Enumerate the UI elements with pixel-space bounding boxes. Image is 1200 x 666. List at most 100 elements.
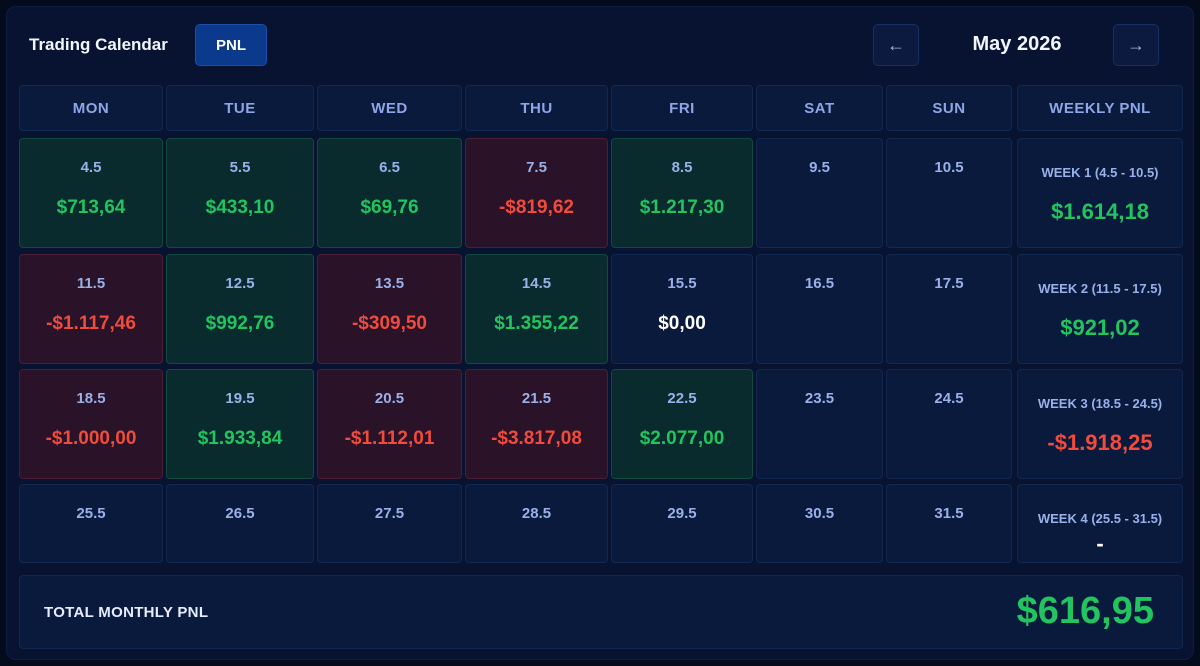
day-date: 21.5 bbox=[521, 390, 552, 407]
day-cell[interactable]: 19.5 $1.933,84 bbox=[166, 369, 314, 479]
day-pnl-value: $0,00 bbox=[658, 313, 706, 334]
day-date: 10.5 bbox=[934, 159, 964, 176]
day-cell[interactable]: 17.5 bbox=[886, 254, 1012, 364]
arrow-right-icon: → bbox=[1127, 34, 1145, 55]
day-cell[interactable]: 26.5 bbox=[166, 484, 314, 563]
day-date: 5.5 bbox=[229, 159, 251, 176]
day-pnl-value: -$3.817,08 bbox=[491, 428, 582, 449]
weekly-pnl-label: WEEK 4 (25.5 - 31.5) bbox=[1037, 511, 1163, 526]
day-pnl-value: -$1.112,01 bbox=[344, 428, 435, 449]
day-cell[interactable]: 8.5 $1.217,30 bbox=[611, 138, 753, 248]
day-date: 18.5 bbox=[76, 390, 106, 407]
day-date: 16.5 bbox=[804, 275, 835, 292]
column-header-sat: SAT bbox=[756, 85, 883, 131]
day-cell[interactable]: 24.5 bbox=[886, 369, 1012, 479]
total-monthly-pnl-bar: TOTAL MONTHLY PNL $616,95 bbox=[19, 575, 1183, 649]
day-date: 12.5 bbox=[225, 275, 255, 292]
day-date: 31.5 bbox=[934, 505, 964, 522]
day-cell[interactable]: 9.5 bbox=[756, 138, 883, 248]
day-cell[interactable]: 27.5 bbox=[317, 484, 462, 563]
day-cell[interactable]: 13.5 -$309,50 bbox=[317, 254, 462, 364]
day-cell[interactable]: 7.5 -$819,62 bbox=[465, 138, 608, 248]
arrow-left-icon: ← bbox=[887, 34, 905, 55]
day-date: 30.5 bbox=[804, 505, 835, 522]
day-pnl-value: $1.217,30 bbox=[639, 197, 725, 218]
previous-month-button[interactable]: ← bbox=[873, 24, 919, 66]
day-cell[interactable]: 28.5 bbox=[465, 484, 608, 563]
day-date: 29.5 bbox=[667, 505, 697, 522]
day-date: 24.5 bbox=[934, 390, 964, 407]
day-pnl-value: $433,10 bbox=[205, 197, 275, 218]
weekly-pnl-value: $1.614,18 bbox=[1051, 199, 1149, 224]
day-cell[interactable]: 29.5 bbox=[611, 484, 753, 563]
day-cell[interactable]: 10.5 bbox=[886, 138, 1012, 248]
day-date: 19.5 bbox=[225, 390, 255, 407]
day-date: 26.5 bbox=[225, 505, 255, 522]
day-date: 17.5 bbox=[934, 275, 964, 292]
weekly-pnl-value: -$1.918,25 bbox=[1047, 430, 1153, 455]
day-cell[interactable]: 25.5 bbox=[19, 484, 163, 563]
day-cell[interactable]: 20.5 -$1.112,01 bbox=[317, 369, 462, 479]
day-date: 15.5 bbox=[667, 275, 697, 292]
column-header-weekly-pnl: WEEKLY PNL bbox=[1017, 85, 1183, 131]
day-cell[interactable]: 12.5 $992,76 bbox=[166, 254, 314, 364]
weekly-pnl-label: WEEK 1 (4.5 - 10.5) bbox=[1041, 165, 1159, 180]
day-cell[interactable]: 21.5 -$3.817,08 bbox=[465, 369, 608, 479]
pnl-mode-button[interactable]: PNL bbox=[195, 24, 267, 66]
day-date: 14.5 bbox=[521, 275, 552, 292]
day-date: 9.5 bbox=[809, 159, 830, 176]
day-cell[interactable]: 18.5 -$1.000,00 bbox=[19, 369, 163, 479]
day-date: 7.5 bbox=[526, 159, 547, 176]
day-pnl-value: $992,76 bbox=[205, 313, 275, 334]
day-cell[interactable]: 14.5 $1.355,22 bbox=[465, 254, 608, 364]
day-pnl-value: $1.355,22 bbox=[494, 313, 579, 334]
day-date: 22.5 bbox=[667, 390, 697, 407]
column-header-thu: THU bbox=[465, 85, 608, 131]
day-cell[interactable]: 4.5 $713,64 bbox=[19, 138, 163, 248]
day-cell[interactable]: 22.5 $2.077,00 bbox=[611, 369, 753, 479]
weekly-pnl-label: WEEK 2 (11.5 - 17.5) bbox=[1038, 281, 1162, 296]
day-date: 27.5 bbox=[374, 505, 405, 522]
column-header-fri: FRI bbox=[611, 85, 753, 131]
weekly-pnl-value: $921,02 bbox=[1060, 315, 1140, 340]
day-cell[interactable]: 16.5 bbox=[756, 254, 883, 364]
day-cell[interactable]: 30.5 bbox=[756, 484, 883, 563]
weekly-pnl-cell: WEEK 2 (11.5 - 17.5) $921,02 bbox=[1017, 254, 1183, 364]
day-cell[interactable]: 15.5 $0,00 bbox=[611, 254, 753, 364]
day-date: 6.5 bbox=[379, 159, 400, 176]
total-monthly-pnl-label: TOTAL MONTHLY PNL bbox=[44, 604, 209, 621]
day-cell[interactable]: 6.5 $69,76 bbox=[317, 138, 462, 248]
day-pnl-value: $2.077,00 bbox=[639, 428, 725, 449]
day-pnl-value: $69,76 bbox=[360, 197, 419, 218]
column-header-sun: SUN bbox=[886, 85, 1012, 131]
day-date: 28.5 bbox=[521, 505, 552, 522]
day-cell[interactable]: 5.5 $433,10 bbox=[166, 138, 314, 248]
day-pnl-value: -$309,50 bbox=[351, 313, 427, 334]
day-pnl-value: -$1.000,00 bbox=[45, 428, 137, 449]
weekly-pnl-value: - bbox=[1096, 531, 1104, 556]
day-date: 23.5 bbox=[804, 390, 835, 407]
day-date: 11.5 bbox=[76, 275, 106, 292]
day-date: 20.5 bbox=[374, 390, 405, 407]
column-header-wed: WED bbox=[317, 85, 462, 131]
weekly-pnl-cell: WEEK 4 (25.5 - 31.5) - bbox=[1017, 484, 1183, 563]
day-pnl-value: $1.933,84 bbox=[197, 428, 283, 449]
weekly-pnl-cell: WEEK 1 (4.5 - 10.5) $1.614,18 bbox=[1017, 138, 1183, 248]
day-pnl-value: -$1.117,46 bbox=[46, 313, 136, 334]
trading-calendar-panel: Trading Calendar PNL ← May 2026 → MON TUE… bbox=[6, 6, 1194, 660]
day-cell[interactable]: 23.5 bbox=[756, 369, 883, 479]
day-date: 25.5 bbox=[76, 505, 106, 522]
next-month-button[interactable]: → bbox=[1113, 24, 1159, 66]
day-date: 13.5 bbox=[374, 275, 405, 292]
column-header-mon: MON bbox=[19, 85, 163, 131]
day-pnl-value: -$819,62 bbox=[498, 197, 574, 218]
total-monthly-pnl-value: $616,95 bbox=[1016, 590, 1154, 632]
month-label: May 2026 bbox=[972, 33, 1062, 55]
column-header-tue: TUE bbox=[166, 85, 314, 131]
day-cell[interactable]: 31.5 bbox=[886, 484, 1012, 563]
day-date: 4.5 bbox=[80, 159, 102, 176]
day-date: 8.5 bbox=[671, 159, 693, 176]
weekly-pnl-cell: WEEK 3 (18.5 - 24.5) -$1.918,25 bbox=[1017, 369, 1183, 479]
day-cell[interactable]: 11.5 -$1.117,46 bbox=[19, 254, 163, 364]
page-title: Trading Calendar bbox=[29, 35, 168, 54]
